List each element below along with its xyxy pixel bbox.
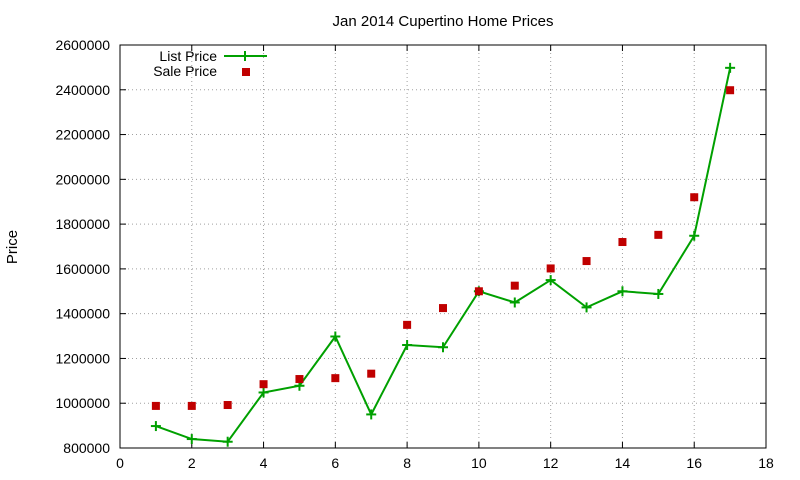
legend-label-list-price: List Price bbox=[159, 48, 217, 64]
y-tick-label: 1200000 bbox=[55, 350, 110, 366]
y-tick-label: 2200000 bbox=[55, 127, 110, 143]
sale-price-point bbox=[367, 369, 376, 378]
legend-label-sale-price: Sale Price bbox=[153, 63, 217, 79]
plot-frame bbox=[119, 44, 767, 449]
sale-price-point bbox=[331, 374, 340, 383]
list-price-point bbox=[402, 340, 413, 351]
list-price-point bbox=[330, 331, 341, 342]
legend-marker-list-price bbox=[240, 51, 250, 61]
y-axis-label: Price bbox=[4, 230, 21, 264]
y-tick-label: 2600000 bbox=[55, 37, 110, 53]
sale-price-point bbox=[403, 320, 412, 329]
x-tick-label: 0 bbox=[116, 455, 124, 471]
list-price-point bbox=[186, 434, 197, 445]
x-tick-label: 14 bbox=[615, 455, 631, 471]
sale-price-point bbox=[151, 401, 160, 410]
list-price-line bbox=[155, 67, 732, 443]
x-tick-label: 10 bbox=[471, 455, 487, 471]
list-price-point bbox=[653, 288, 664, 299]
grid bbox=[120, 45, 766, 448]
list-price-point bbox=[725, 62, 736, 73]
list-price-point bbox=[545, 275, 556, 286]
sale-price-point bbox=[439, 304, 447, 313]
x-tick-label: 8 bbox=[403, 455, 411, 471]
y-tick-label: 1000000 bbox=[55, 395, 110, 411]
sale-price-point bbox=[546, 264, 555, 273]
sale-price-point bbox=[726, 86, 735, 95]
y-tick-label: 2000000 bbox=[55, 171, 110, 187]
list-price-point bbox=[366, 409, 377, 420]
sale-price-point bbox=[474, 287, 483, 296]
x-tick-label: 18 bbox=[758, 455, 774, 471]
list-price-point bbox=[509, 297, 520, 308]
sale-price-point bbox=[223, 401, 232, 410]
list-price-point bbox=[689, 230, 700, 241]
x-tick-label: 12 bbox=[543, 455, 559, 471]
sale-price-point bbox=[654, 230, 663, 239]
y-tick-label: 1400000 bbox=[55, 306, 110, 322]
list-price-point bbox=[617, 286, 628, 297]
list-price-point bbox=[258, 387, 269, 398]
y-tick-label: 1800000 bbox=[55, 216, 110, 232]
list-price-point bbox=[581, 302, 592, 313]
x-tick-label: 4 bbox=[260, 455, 268, 471]
x-tick-label: 16 bbox=[686, 455, 702, 471]
chart-title: Jan 2014 Cupertino Home Prices bbox=[333, 13, 554, 30]
y-tick-label: 1600000 bbox=[55, 261, 110, 277]
sale-price-point bbox=[295, 375, 304, 384]
sale-price-point bbox=[510, 281, 519, 290]
y-tick-label: 2400000 bbox=[55, 82, 110, 98]
sale-price-point bbox=[618, 238, 627, 247]
list-price-point bbox=[222, 436, 233, 447]
series bbox=[150, 62, 736, 447]
ticks: 0 2 4 6 8 10 12 14 16 18 800000 1000000 1200000 14000… bbox=[55, 37, 774, 471]
sale-price-point bbox=[259, 380, 268, 389]
list-price-point bbox=[438, 342, 448, 353]
y-tick-label: 800000 bbox=[63, 440, 110, 456]
sale-price-point bbox=[582, 257, 591, 266]
x-tick-label: 6 bbox=[331, 455, 339, 471]
x-tick-label: 2 bbox=[188, 455, 196, 471]
list-price-point bbox=[150, 421, 161, 432]
sale-price-point bbox=[690, 193, 699, 202]
sale-price-point bbox=[187, 401, 196, 410]
legend-marker-sale-price bbox=[242, 68, 250, 76]
legend: List Price Sale Price bbox=[153, 48, 267, 79]
